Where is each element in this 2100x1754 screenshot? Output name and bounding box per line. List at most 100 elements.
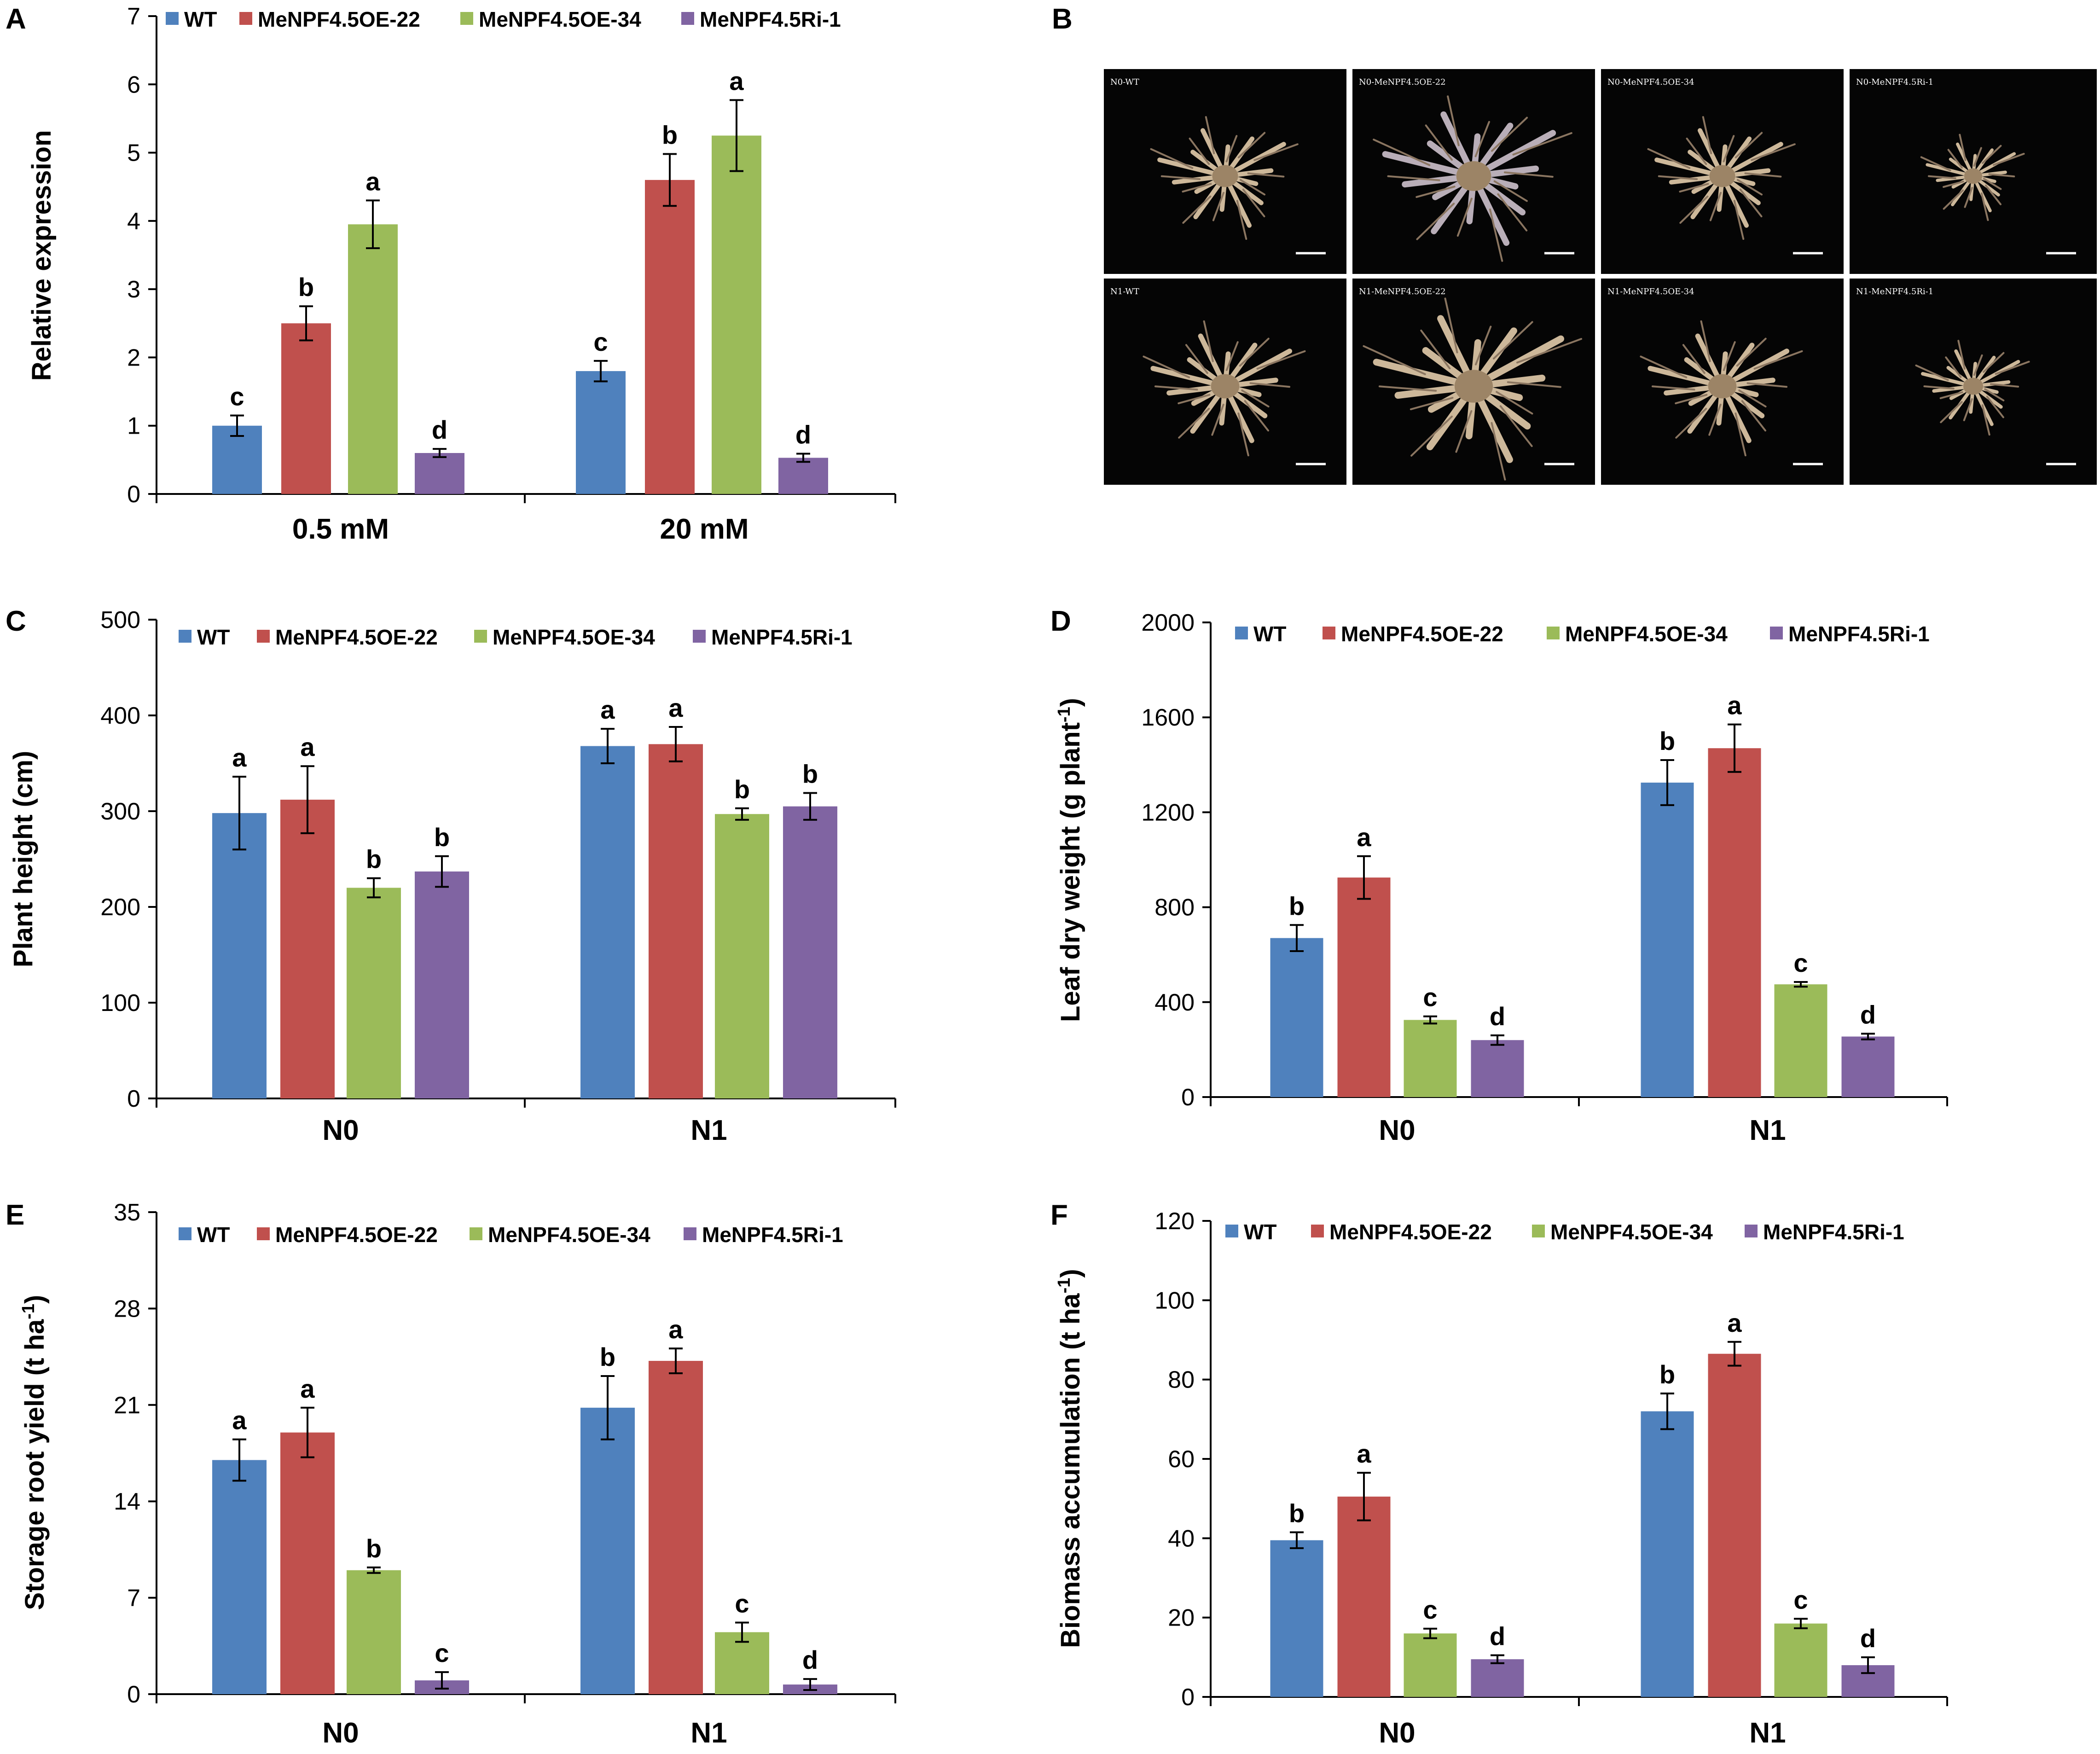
root-fiber xyxy=(1943,180,1964,188)
bar xyxy=(712,135,761,494)
root-fiber xyxy=(1455,410,1473,453)
root-fiber xyxy=(1256,350,1306,370)
x-category-label: N0 xyxy=(322,1115,359,1146)
root-fiber xyxy=(1415,186,1456,198)
root-fiber xyxy=(1709,192,1722,221)
root-fiber xyxy=(1928,175,1956,180)
bar xyxy=(415,871,469,1098)
root-fiber xyxy=(1420,329,1451,370)
root-fiber xyxy=(1923,385,1955,390)
root-fiber xyxy=(1507,381,1561,388)
root-fiber xyxy=(1738,389,1767,408)
root-cluster xyxy=(1363,297,1583,481)
y-axis-title: Leaf dry weight (g plant-1) xyxy=(1055,698,1085,1022)
bar xyxy=(1641,782,1694,1097)
photo-label: N1-MeNPF4.5OE-22 xyxy=(1359,287,1446,296)
root-fiber xyxy=(1686,137,1707,165)
root-fiber xyxy=(1984,184,2001,205)
significance-letter: b xyxy=(366,1534,382,1563)
root-fiber xyxy=(1983,178,2002,190)
legend-label: MeNPF4.5OE-34 xyxy=(488,1223,650,1247)
root-fiber xyxy=(1497,193,1528,232)
legend-label: MeNPF4.5OE-22 xyxy=(275,625,438,649)
significance-letter: b xyxy=(662,121,678,150)
root-fiber xyxy=(1708,403,1722,436)
root-photo: N1-WT xyxy=(1104,279,1346,485)
bar xyxy=(212,813,267,1098)
bar xyxy=(1774,1623,1827,1697)
bar xyxy=(649,1361,703,1694)
root-crown xyxy=(1963,378,1984,395)
legend-swatch xyxy=(1323,627,1335,639)
significance-letter: c xyxy=(1423,1595,1437,1624)
significance-letter: d xyxy=(1860,1624,1876,1653)
x-category-label: 20 mM xyxy=(660,513,749,545)
root-fiber xyxy=(1675,394,1708,405)
root-fiber xyxy=(1416,203,1455,240)
y-tick-label: 6 xyxy=(127,71,140,98)
y-tick-label: 400 xyxy=(1154,989,1195,1016)
root-fiber xyxy=(1496,391,1533,415)
y-tick-label: 500 xyxy=(100,607,140,633)
y-tick-label: 0 xyxy=(1181,1684,1195,1711)
root-fiber xyxy=(1378,385,1437,392)
root-cluster xyxy=(1640,320,1803,457)
significance-letter: b xyxy=(434,823,450,852)
root-fiber xyxy=(1939,391,1963,399)
y-tick-label: 4 xyxy=(127,208,140,235)
significance-letter: c xyxy=(1793,948,1808,977)
significance-letter: b xyxy=(734,775,750,804)
panel-label: D xyxy=(1050,605,1071,637)
significance-letter: d xyxy=(795,420,811,449)
significance-letter: b xyxy=(1659,726,1675,755)
root-fiber xyxy=(1964,186,1973,208)
x-category-label: N0 xyxy=(1379,1115,1415,1146)
legend-label: WT xyxy=(1244,1220,1277,1244)
bar xyxy=(580,1407,635,1694)
root-fiber xyxy=(1735,132,1763,158)
root-fiber xyxy=(1212,192,1225,221)
root-fiber xyxy=(1988,173,2015,178)
root-photo: N0-MeNPF4.5Ri-1 xyxy=(1850,69,2097,274)
root-fiber xyxy=(1242,188,1265,218)
root-fiber xyxy=(1425,124,1453,161)
bar xyxy=(1471,1659,1524,1697)
y-tick-label: 2000 xyxy=(1141,610,1195,636)
root-fiber xyxy=(1640,355,1688,378)
root-fiber xyxy=(1489,208,1503,262)
bar xyxy=(580,746,635,1098)
bar xyxy=(1270,1540,1323,1697)
significance-letter: b xyxy=(1289,1498,1305,1527)
significance-letter: a xyxy=(365,167,380,196)
y-tick-label: 5 xyxy=(127,140,140,167)
significance-letter: d xyxy=(1860,1000,1876,1029)
panel-label: E xyxy=(6,1199,24,1231)
root-fiber xyxy=(1211,403,1224,436)
root-fiber xyxy=(1143,355,1190,378)
root-fiber xyxy=(1512,132,1572,156)
y-tick-label: 300 xyxy=(100,798,140,825)
root-fiber xyxy=(1963,398,1973,421)
legend-swatch xyxy=(681,12,694,25)
legend-swatch xyxy=(257,630,270,643)
root-photo: N1-MeNPF4.5OE-22 xyxy=(1352,279,1595,485)
root-fiber xyxy=(1679,195,1709,224)
root-fiber xyxy=(1516,338,1583,364)
root-fiber xyxy=(1945,356,1962,378)
root-fiber xyxy=(1244,400,1269,432)
root-crown xyxy=(1454,370,1493,403)
legend-swatch xyxy=(1745,1225,1758,1237)
root-crown xyxy=(1456,161,1491,191)
bar xyxy=(212,1460,267,1694)
significance-letter: d xyxy=(1490,1622,1505,1651)
root-photo: N0-MeNPF4.5OE-22 xyxy=(1352,69,1595,274)
bar xyxy=(576,371,626,494)
y-tick-label: 3 xyxy=(127,276,140,303)
root-fiber xyxy=(1474,121,1490,157)
significance-letter: c xyxy=(1793,1585,1808,1614)
root-fiber xyxy=(1739,188,1763,218)
root-cluster xyxy=(1915,340,2030,436)
y-tick-label: 14 xyxy=(114,1488,140,1515)
bar xyxy=(1404,1633,1457,1697)
